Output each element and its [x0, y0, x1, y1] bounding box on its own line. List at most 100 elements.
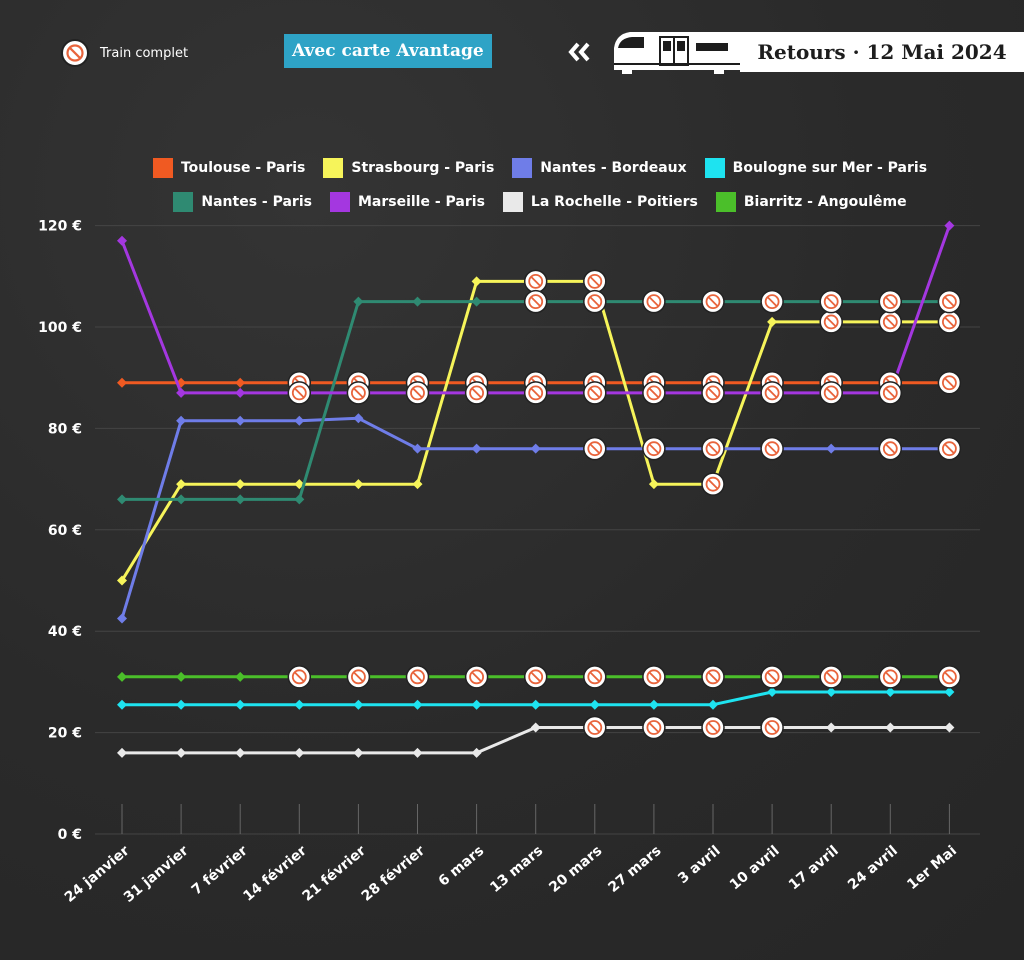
data-point: [117, 747, 127, 758]
data-point: [767, 687, 778, 698]
legend-label: Marseille - Paris: [357, 194, 485, 210]
no-entry-icon: [587, 385, 603, 401]
data-point: [235, 494, 246, 505]
data-point: [944, 687, 955, 698]
no-entry-icon: [469, 669, 485, 685]
no-entry-icon: [942, 314, 957, 330]
legend-row: Nantes - Paris Marseille - Paris La Roch…: [173, 192, 907, 212]
data-point: [412, 443, 423, 454]
no-entry-icon-slash: [530, 671, 541, 683]
no-entry-icon-slash: [353, 671, 364, 683]
legend-swatch: [323, 158, 344, 178]
no-entry-icon: [587, 273, 603, 289]
no-entry-icon-slash: [648, 443, 660, 454]
no-entry-icon-slash: [944, 443, 955, 454]
no-entry-icon: [646, 294, 662, 310]
data-point: [471, 699, 482, 710]
data-point: [117, 699, 127, 710]
data-point: [294, 747, 305, 758]
legend-swatch: [152, 158, 173, 178]
legend-swatch: [704, 158, 725, 178]
legend-label: Biarritz - Angoulême: [743, 194, 907, 210]
data-point: [117, 235, 127, 246]
data-point: [648, 699, 659, 710]
discount-card-badge: Avec carte Avantage: [284, 34, 492, 68]
x-tick-label: 28 février: [359, 843, 428, 905]
no-entry-icon-slash: [707, 722, 719, 733]
no-entry-icon: [528, 669, 544, 685]
data-point: [235, 377, 246, 388]
no-entry-icon: [410, 385, 425, 401]
no-entry-icon: [469, 385, 485, 401]
no-entry-icon: [764, 720, 780, 735]
no-entry-icon-slash: [412, 671, 423, 683]
no-entry-icon-slash: [944, 377, 955, 389]
no-entry-icon-slash: [589, 443, 601, 454]
no-entry-icon: [942, 294, 957, 310]
data-point: [294, 494, 305, 505]
no-entry-icon-slash: [471, 387, 482, 399]
data-point: [235, 747, 246, 758]
x-tick-label: 27 mars: [605, 843, 664, 896]
no-entry-icon: [942, 375, 957, 391]
data-point: [353, 413, 364, 424]
data-point: [885, 687, 896, 698]
data-point: [826, 722, 837, 733]
data-point: [412, 296, 423, 307]
y-tick-label: 0 €: [58, 827, 82, 843]
data-point: [176, 671, 187, 682]
no-entry-icon: [764, 669, 780, 685]
no-entry-icon-slash: [294, 671, 305, 683]
double-chevron-left-icon[interactable]: [566, 38, 592, 66]
no-entry-icon-slash: [825, 387, 837, 399]
no-entry-icon: [823, 314, 839, 330]
data-point: [117, 671, 127, 682]
data-point: [471, 443, 482, 454]
data-point: [176, 494, 187, 505]
x-tick-label: 10 avril: [727, 843, 783, 893]
legend-item: Boulogne sur Mer - Paris: [704, 158, 927, 178]
no-entry-icon: [587, 720, 603, 735]
no-entry-icon: [823, 669, 839, 685]
x-tick-label: 21 février: [300, 843, 369, 905]
y-tick-label: 80 €: [48, 421, 82, 437]
no-entry-icon-slash: [412, 387, 423, 399]
legend-item: La Rochelle - Poitiers: [502, 192, 698, 212]
no-entry-icon-slash: [766, 671, 778, 683]
data-point: [530, 699, 541, 710]
no-entry-icon-slash: [885, 296, 896, 307]
no-entry-icon-slash: [707, 478, 719, 490]
x-tick-label: 31 janvier: [121, 843, 192, 906]
data-point: [117, 494, 127, 505]
no-entry-icon-slash: [589, 276, 601, 287]
no-entry-icon: [705, 476, 721, 492]
no-entry-icon-slash: [766, 722, 778, 733]
data-point: [412, 747, 423, 758]
no-entry-icon: [646, 385, 662, 401]
no-entry-icon-slash: [353, 387, 364, 399]
no-entry-icon: [942, 441, 957, 457]
no-entry-icon: [646, 669, 662, 685]
no-entry-icon-slash: [530, 387, 541, 399]
legend-row: Toulouse - Paris Strasbourg - Paris Nant…: [152, 158, 927, 178]
x-tick-label: 24 avril: [845, 843, 901, 893]
no-entry-icon: [291, 669, 307, 685]
y-tick-label: 120 €: [38, 219, 82, 235]
data-point: [412, 479, 423, 490]
legend-label: Toulouse - Paris: [180, 160, 306, 176]
legend-label: La Rochelle - Poitiers: [530, 194, 698, 210]
no-entry-icon-slash: [648, 722, 660, 733]
data-point: [117, 377, 127, 388]
no-entry-icon-slash: [885, 316, 896, 328]
legend-label: Nantes - Paris: [201, 194, 312, 210]
full-train-label: Train complet: [100, 45, 189, 61]
data-point: [294, 699, 305, 710]
no-entry-icon: [350, 669, 366, 685]
no-entry-icon-slash: [294, 387, 305, 399]
no-entry-icon-slash: [707, 387, 719, 399]
data-point: [826, 443, 837, 454]
no-entry-icon-slash: [589, 722, 601, 733]
no-entry-icon: [528, 273, 544, 289]
no-entry-icon-slash: [885, 443, 896, 454]
data-point: [412, 699, 423, 710]
